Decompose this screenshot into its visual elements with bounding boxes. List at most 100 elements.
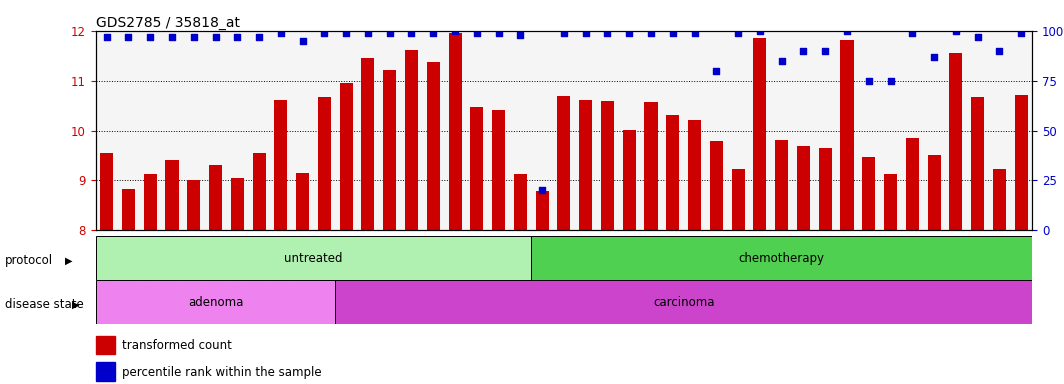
Bar — [96, 280, 335, 324]
Text: chemotherapy: chemotherapy — [738, 252, 825, 265]
Bar — [122, 189, 135, 230]
Bar — [732, 169, 745, 230]
Bar — [187, 180, 200, 230]
Point — [447, 28, 464, 34]
Point — [555, 30, 572, 36]
Point — [774, 58, 791, 64]
Bar — [753, 38, 766, 230]
Bar — [688, 119, 701, 230]
Point — [991, 48, 1008, 54]
Point — [686, 30, 703, 36]
Text: untreated: untreated — [284, 252, 343, 265]
Bar — [275, 99, 287, 230]
Bar — [818, 148, 832, 230]
Point — [316, 30, 333, 36]
Point — [294, 38, 311, 44]
Bar — [470, 107, 483, 230]
Bar — [645, 102, 658, 230]
Bar — [905, 138, 919, 230]
Bar — [335, 280, 1032, 324]
Point — [468, 30, 485, 36]
Bar — [776, 139, 788, 230]
Bar — [531, 236, 1032, 280]
Text: carcinoma: carcinoma — [653, 296, 714, 309]
Text: transformed count: transformed count — [122, 339, 232, 352]
Bar — [339, 83, 352, 230]
Bar — [666, 114, 679, 230]
Point — [491, 30, 508, 36]
Point — [620, 30, 637, 36]
Bar — [514, 174, 527, 230]
Point — [1013, 30, 1030, 36]
Bar — [558, 96, 570, 230]
Bar — [797, 146, 810, 230]
Point — [381, 30, 398, 36]
Point — [98, 34, 115, 40]
Bar — [318, 97, 331, 230]
Point — [751, 28, 768, 34]
Point — [861, 78, 878, 84]
Bar — [209, 164, 222, 230]
Bar — [622, 129, 636, 230]
Bar — [579, 99, 593, 230]
Text: protocol: protocol — [5, 254, 53, 267]
Text: GDS2785 / 35818_at: GDS2785 / 35818_at — [96, 16, 239, 30]
Text: adenoma: adenoma — [188, 296, 244, 309]
Bar — [862, 157, 876, 230]
Point — [664, 30, 681, 36]
Bar — [96, 362, 115, 381]
Bar — [710, 141, 722, 230]
Point — [425, 30, 442, 36]
Point — [250, 34, 267, 40]
Bar — [928, 154, 941, 230]
Point — [903, 30, 920, 36]
Point — [926, 54, 943, 60]
Point — [512, 31, 529, 38]
Bar — [96, 336, 115, 354]
Bar — [601, 101, 614, 230]
Bar — [362, 58, 375, 230]
Point — [229, 34, 246, 40]
Point — [817, 48, 834, 54]
Bar — [383, 70, 396, 230]
Text: percentile rank within the sample: percentile rank within the sample — [122, 366, 322, 379]
Point — [643, 30, 660, 36]
Point — [577, 30, 594, 36]
Bar — [535, 192, 549, 230]
Bar — [144, 174, 156, 230]
Bar — [971, 97, 984, 230]
Point — [730, 30, 747, 36]
Bar — [993, 169, 1005, 230]
Bar — [427, 62, 439, 230]
Point — [164, 34, 181, 40]
Point — [882, 78, 899, 84]
Bar — [1015, 94, 1028, 230]
Point — [403, 30, 420, 36]
Text: disease state: disease state — [5, 298, 84, 311]
Point — [360, 30, 377, 36]
Bar — [841, 40, 853, 230]
Bar — [231, 178, 244, 230]
Point — [120, 34, 137, 40]
Bar — [100, 153, 113, 230]
Bar — [449, 33, 462, 230]
Point — [337, 30, 354, 36]
Point — [708, 68, 725, 74]
Text: ▶: ▶ — [65, 255, 72, 265]
Point — [795, 48, 812, 54]
Point — [838, 28, 855, 34]
Point — [947, 28, 964, 34]
Bar — [252, 153, 266, 230]
Bar — [96, 236, 531, 280]
Point — [142, 34, 159, 40]
Bar — [884, 174, 897, 230]
Point — [534, 187, 551, 194]
Point — [599, 30, 616, 36]
Point — [185, 34, 202, 40]
Bar — [165, 159, 179, 230]
Point — [969, 34, 986, 40]
Point — [207, 34, 225, 40]
Text: ▶: ▶ — [72, 300, 80, 310]
Bar — [405, 50, 418, 230]
Bar — [296, 173, 310, 230]
